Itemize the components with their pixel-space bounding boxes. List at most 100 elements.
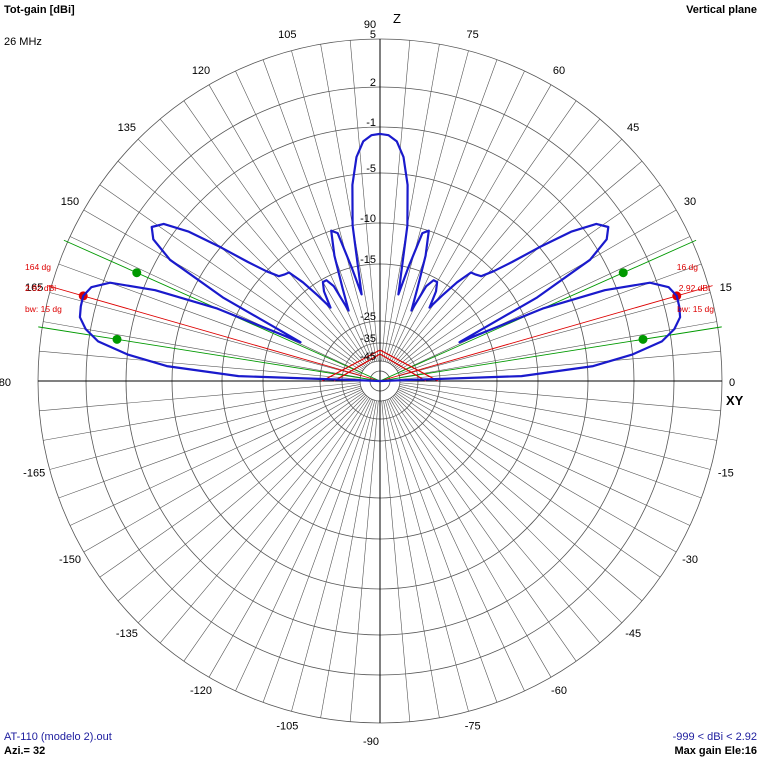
angle-spoke bbox=[349, 40, 379, 362]
angle-tick-label: -60 bbox=[551, 685, 567, 697]
radiation-pattern bbox=[78, 132, 682, 383]
angle-spoke bbox=[39, 350, 361, 380]
angle-spoke bbox=[117, 393, 365, 602]
radial-tick-label: -45 bbox=[360, 351, 376, 363]
angle-tick-label: 45 bbox=[627, 122, 639, 134]
beam-markers bbox=[38, 239, 722, 382]
angle-spoke bbox=[399, 385, 711, 470]
file-label: AT-110 (modelo 2).out bbox=[4, 731, 112, 743]
halfpower-point bbox=[112, 334, 122, 344]
radial-tick-labels: 5 2 -1 -5 -10 -15 -25 -35 -45 bbox=[360, 29, 376, 363]
angle-spoke bbox=[384, 50, 469, 362]
angle-tick-label: 15 bbox=[720, 282, 732, 294]
right-gain-annotation: 2.92 dBi bbox=[679, 283, 710, 293]
angle-spoke bbox=[69, 389, 363, 526]
angle-spoke bbox=[388, 70, 525, 364]
angle-spoke bbox=[117, 160, 365, 369]
angle-spoke bbox=[235, 398, 372, 692]
angle-tick-label: -120 bbox=[190, 685, 212, 697]
angle-spoke bbox=[49, 385, 361, 470]
angle-spoke bbox=[389, 398, 552, 678]
angle-spoke bbox=[398, 263, 702, 375]
angle-tick-label: 120 bbox=[192, 65, 210, 77]
range-label: -999 < dBi < 2.92 bbox=[672, 731, 757, 743]
angle-spoke bbox=[383, 400, 440, 718]
azimuth-label: Azi.= 32 bbox=[4, 745, 46, 757]
xy-axis-label: XY bbox=[726, 393, 744, 408]
angle-spoke bbox=[39, 382, 361, 412]
angle-spoke bbox=[262, 59, 374, 363]
angle-tick-label: -45 bbox=[625, 628, 641, 640]
left-gain-annotation: 2.92 dBi bbox=[25, 283, 56, 293]
left-angle-annotation: 164 dg bbox=[25, 262, 51, 272]
angle-spoke bbox=[208, 398, 371, 678]
angle-spoke bbox=[291, 50, 376, 362]
angle-spoke bbox=[399, 350, 721, 380]
angle-spoke bbox=[83, 390, 363, 553]
angle-spoke bbox=[262, 399, 374, 703]
angle-spoke bbox=[398, 387, 702, 499]
angle-spoke bbox=[388, 398, 525, 692]
angle-spoke bbox=[399, 382, 721, 412]
radial-tick-label: -25 bbox=[360, 311, 376, 323]
left-beamwidth-annotation: bw: 15 dg bbox=[25, 304, 62, 314]
angle-spoke bbox=[389, 84, 552, 364]
angle-spoke bbox=[386, 399, 498, 703]
angle-spoke bbox=[392, 396, 601, 644]
angle-spoke bbox=[43, 384, 361, 441]
radial-tick-label: 2 bbox=[370, 77, 376, 89]
angle-spoke bbox=[393, 138, 623, 368]
angle-spoke bbox=[83, 209, 363, 372]
angle-spoke bbox=[159, 118, 368, 366]
angle-spoke bbox=[396, 392, 661, 578]
radial-tick-label: -1 bbox=[366, 117, 376, 129]
angle-tick-label: 90 bbox=[364, 19, 376, 31]
radial-tick-label: -10 bbox=[360, 213, 376, 225]
beam-wedge bbox=[321, 349, 439, 382]
angle-tick-label: 105 bbox=[278, 29, 296, 41]
halfpower-point bbox=[638, 334, 648, 344]
max-gain-label: Max gain Ele:16 bbox=[674, 745, 757, 757]
angle-spoke bbox=[208, 84, 371, 364]
angle-tick-label: 60 bbox=[553, 65, 565, 77]
angle-spoke bbox=[395, 393, 643, 602]
beam-wedge bbox=[333, 353, 427, 382]
angle-spoke bbox=[396, 184, 661, 370]
frequency-label: 26 MHz bbox=[4, 36, 42, 48]
angle-spoke bbox=[399, 321, 717, 378]
angle-spoke bbox=[58, 263, 362, 375]
angle-spoke bbox=[99, 392, 364, 578]
angle-tick-label: -15 bbox=[718, 468, 734, 480]
angle-tick-label: 165 bbox=[25, 282, 43, 294]
radial-tick-label: 5 bbox=[370, 29, 376, 41]
z-axis-label: Z bbox=[393, 11, 401, 26]
angle-spoke bbox=[395, 160, 643, 369]
radial-tick-label: -5 bbox=[366, 163, 376, 175]
right-angle-annotation: 16 dg bbox=[677, 262, 699, 272]
angle-tick-label: -135 bbox=[116, 628, 138, 640]
angle-tick-label: 30 bbox=[684, 196, 696, 208]
angle-spoke bbox=[69, 236, 363, 373]
angle-spoke bbox=[392, 118, 601, 366]
angle-spoke bbox=[397, 209, 677, 372]
angle-tick-label: 0 bbox=[729, 377, 735, 389]
angle-tick-label: -105 bbox=[276, 721, 298, 733]
angle-spoke bbox=[391, 100, 577, 365]
angle-tick-label: -75 bbox=[465, 721, 481, 733]
angle-spoke bbox=[58, 387, 362, 499]
max-gain-line bbox=[47, 285, 381, 382]
right-beamwidth-annotation: bw: 15 dg bbox=[677, 304, 714, 314]
angle-spoke bbox=[320, 400, 377, 718]
angle-spoke bbox=[384, 400, 469, 712]
plane-label: Vertical plane bbox=[686, 4, 757, 16]
angle-spoke bbox=[43, 321, 361, 378]
radial-tick-label: -35 bbox=[360, 333, 376, 345]
angle-spoke bbox=[349, 400, 379, 722]
angle-spoke bbox=[397, 390, 677, 553]
chart-title: Tot-gain [dBi] bbox=[4, 4, 75, 16]
max-gain-line bbox=[379, 285, 713, 382]
angle-spoke bbox=[391, 397, 577, 662]
halfpower-line bbox=[38, 326, 381, 382]
angle-tick-label: -165 bbox=[23, 468, 45, 480]
angle-tick-label: -30 bbox=[682, 554, 698, 566]
